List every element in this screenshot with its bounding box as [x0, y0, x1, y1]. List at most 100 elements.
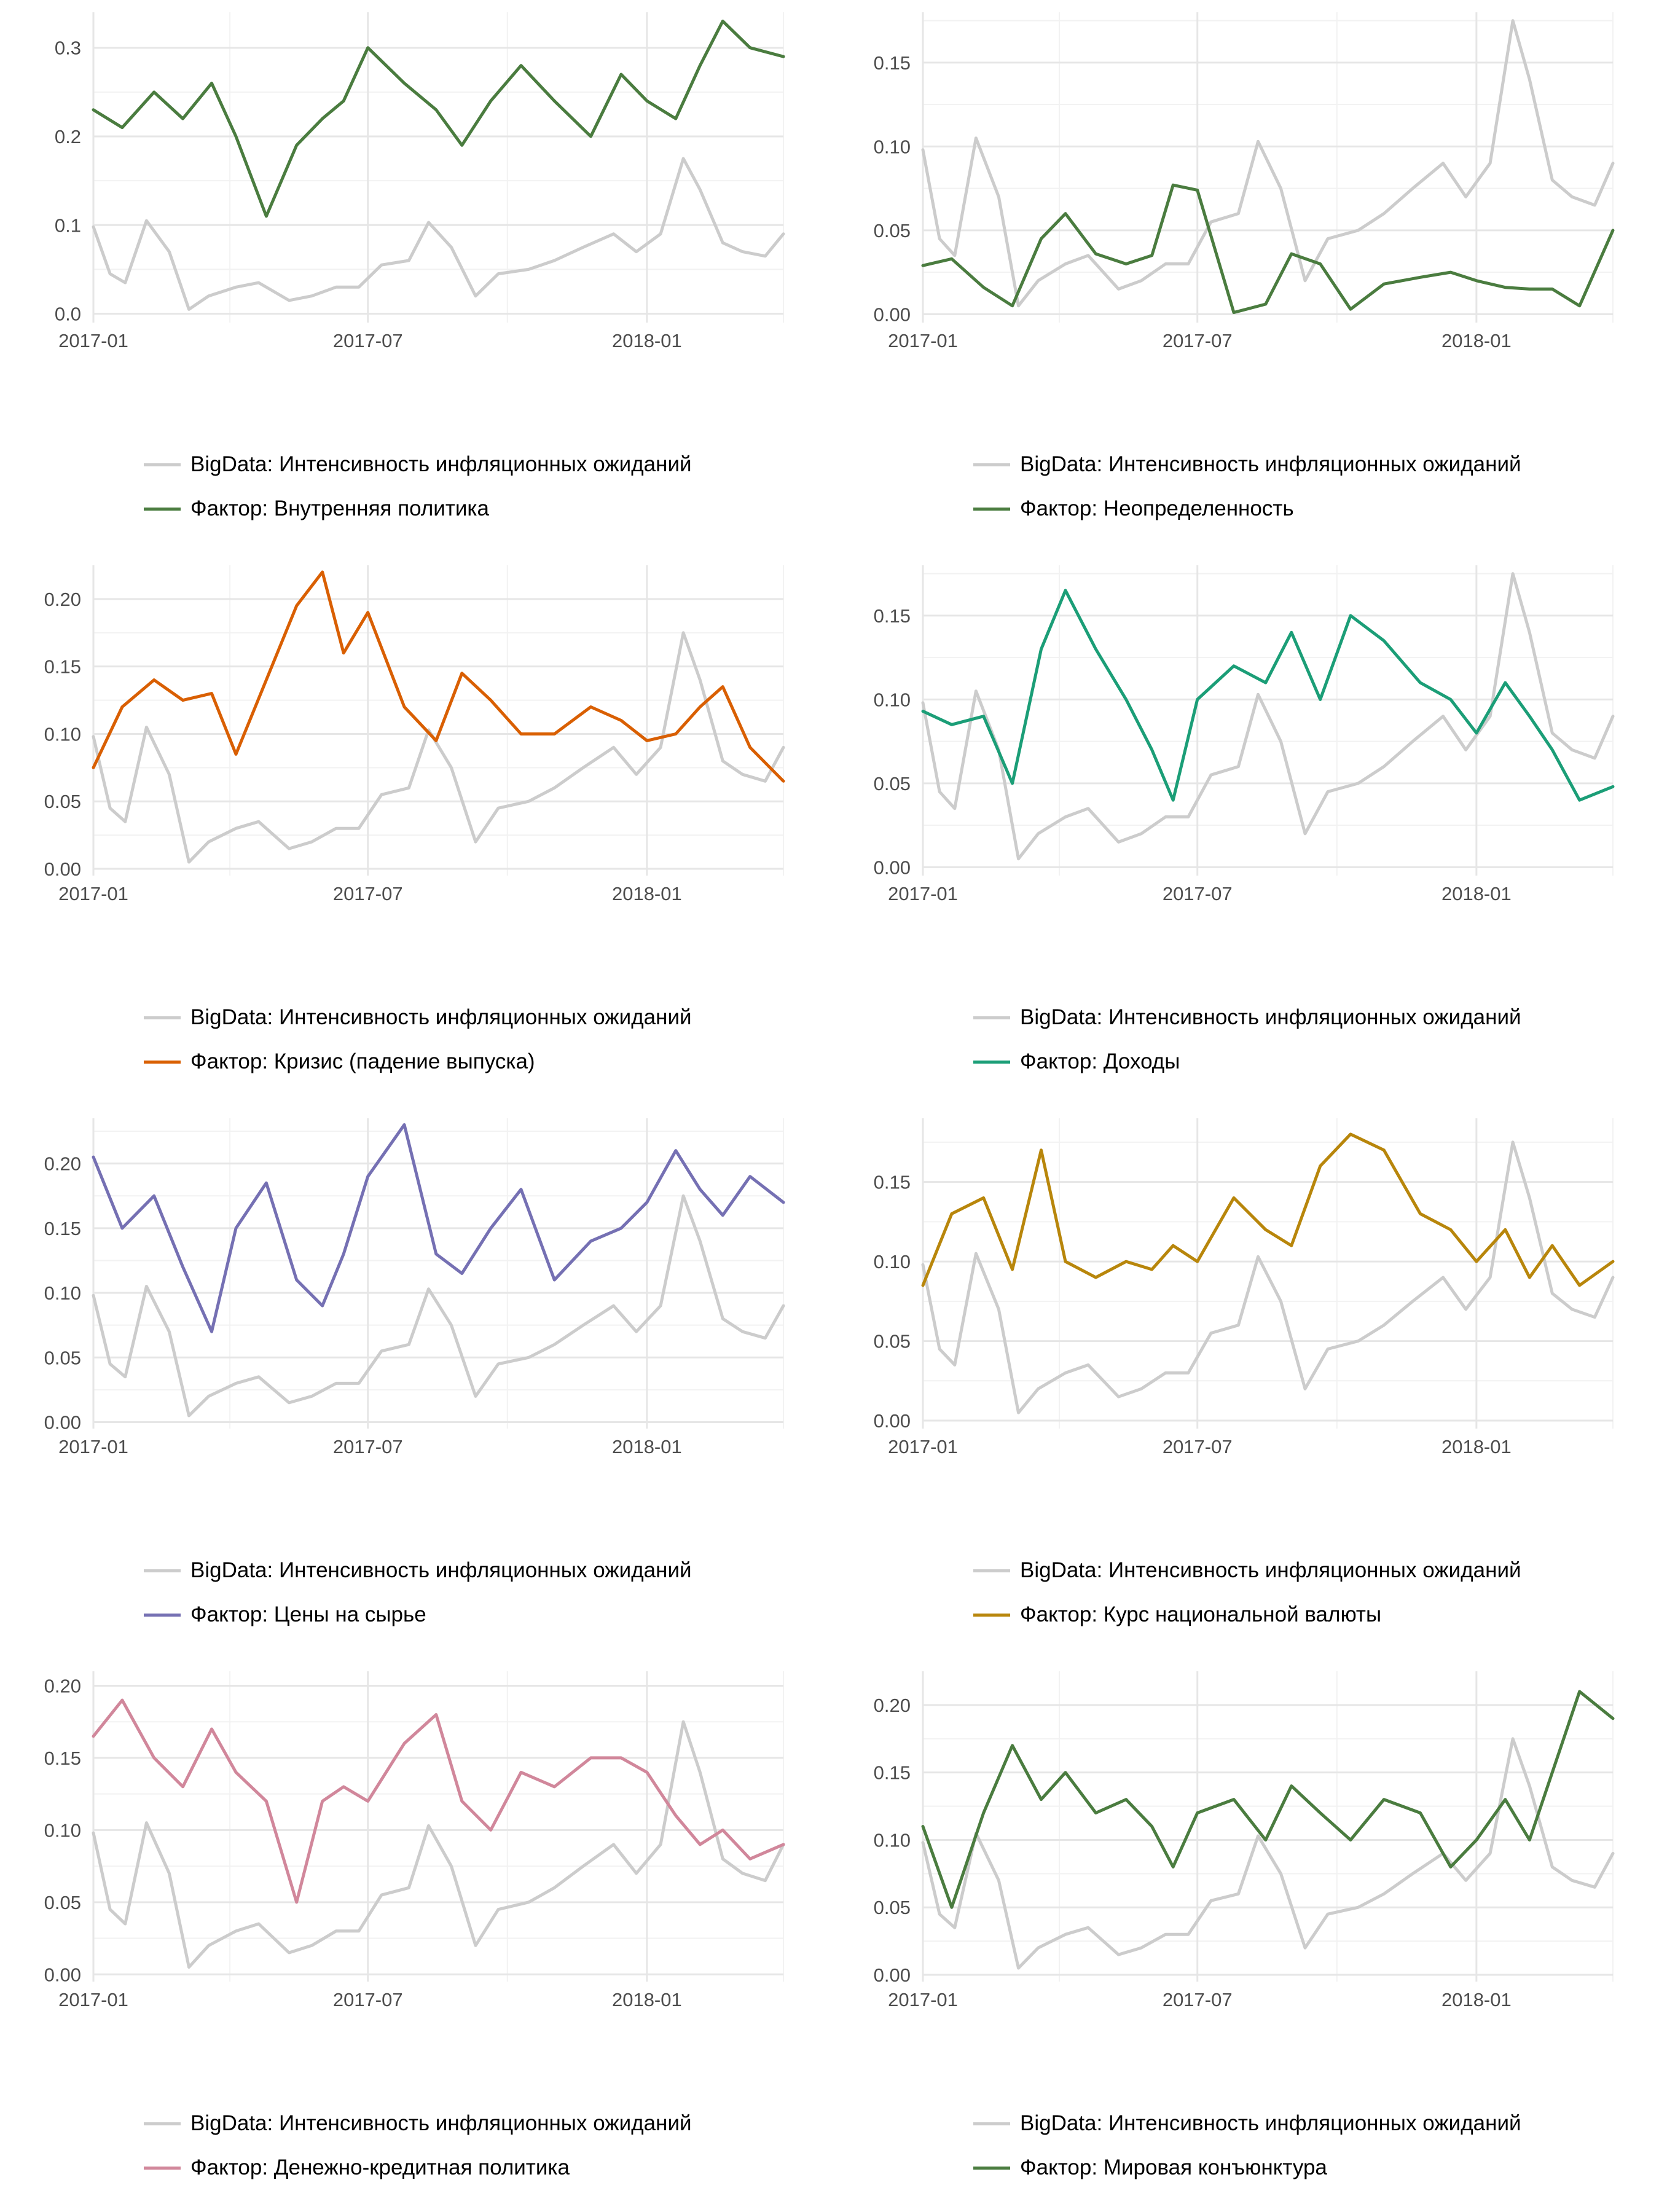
y-tick-label: 0.10 [874, 136, 911, 157]
series-line-factor [921, 1690, 1615, 1909]
y-tick-label: 0.20 [874, 1695, 911, 1716]
x-tick-label: 2017-01 [888, 1989, 958, 2010]
legend-label-base-6: BigData: Интенсивность инфляционных ожид… [1020, 1558, 1521, 1582]
grid [92, 1671, 784, 1982]
grid [922, 1118, 1614, 1429]
x-tick-label: 2018-01 [1441, 1989, 1512, 2010]
x-tick-label: 2017-01 [888, 883, 958, 904]
legend-key-factor-6 [973, 1613, 1010, 1617]
chart-plot-7: 0.00 0.05 0.10 0.15 0.20 2017-01 2017-07 2018-0… [44, 1671, 785, 2010]
series-line-base [921, 1737, 1615, 1970]
y-tick-label: 0.05 [874, 220, 911, 241]
grid [922, 1671, 1614, 1982]
chart-panel-7: 0.00 0.05 0.10 0.15 0.20 2017-01 2017-07 2018-0… [0, 1659, 830, 2212]
y-tick-label: 0.15 [874, 52, 911, 74]
x-tick-label: 2018-01 [612, 1436, 682, 1457]
chart-legend-5: BigData: Интенсивность инфляционных ожид… [144, 1548, 692, 1637]
chart-plot-6: 0.00 0.05 0.10 0.15 2017-01 2017-07 2018-01 [874, 1118, 1615, 1457]
y-tick-label: 0.15 [44, 1218, 81, 1239]
legend-key-factor-8 [973, 2166, 1010, 2170]
legend-label-base-1: BigData: Интенсивность инфляционных ожид… [190, 452, 692, 476]
series-line-factor [921, 183, 1615, 315]
legend-key-base-7 [144, 2122, 181, 2125]
y-tick-label: 0.10 [874, 689, 911, 710]
y-tick-label: 0.15 [44, 656, 81, 678]
x-tick-label: 2017-07 [1163, 1989, 1233, 2010]
x-tick-label: 2018-01 [612, 883, 682, 904]
legend-label-base-4: BigData: Интенсивность инфляционных ожид… [1020, 1005, 1521, 1029]
series-line-factor [92, 19, 785, 218]
grid [92, 565, 784, 876]
legend-key-base-4 [973, 1016, 1010, 1019]
grid [92, 1118, 784, 1429]
series-line-factor [921, 589, 1615, 802]
chart-panel-4: 0.00 0.05 0.10 0.15 2017-01 2017-07 2018-01 Bi… [830, 553, 1659, 1106]
x-tick-label: 2018-01 [612, 1989, 682, 2010]
x-tick-label: 2017-01 [888, 330, 958, 351]
y-tick-label: 0.15 [44, 1747, 81, 1769]
grid [922, 12, 1614, 323]
chart-panel-2: 0.00 0.05 0.10 0.15 2017-01 2017-07 2018-01 Bi… [830, 0, 1659, 553]
legend-label-base-3: BigData: Интенсивность инфляционных ожид… [190, 1005, 692, 1029]
y-tick-label: 0.05 [44, 1892, 81, 1913]
legend-label-factor-1: Фактор: Внутренняя политика [190, 496, 489, 520]
legend-key-base-5 [144, 1569, 181, 1572]
legend-label-factor-7: Фактор: Денежно-кредитная политика [190, 2155, 570, 2179]
x-tick-label: 2017-07 [333, 883, 403, 904]
legend-key-base-1 [144, 463, 181, 466]
chart-plot-2: 0.00 0.05 0.10 0.15 2017-01 2017-07 2018-01 [874, 12, 1615, 351]
x-tick-label: 2018-01 [612, 330, 682, 351]
x-tick-label: 2017-07 [1163, 883, 1233, 904]
x-tick-label: 2017-07 [1163, 330, 1233, 351]
y-tick-label: 0.00 [874, 1410, 911, 1432]
legend-label-factor-5: Фактор: Цены на сырье [190, 1602, 426, 1626]
series-line-factor [921, 1132, 1615, 1287]
series-line-base [921, 572, 1615, 861]
legend-label-factor-3: Фактор: Кризис (падение выпуска) [190, 1049, 535, 1073]
y-tick-label: 0.05 [874, 1331, 911, 1352]
legend-key-factor-7 [144, 2166, 181, 2170]
legend-item-base-1: BigData: Интенсивность инфляционных ожид… [144, 442, 692, 487]
y-tick-label: 0.10 [44, 1819, 81, 1841]
chart-legend-2: BigData: Интенсивность инфляционных ожид… [973, 442, 1521, 531]
x-tick-label: 2018-01 [1441, 1436, 1512, 1457]
series-line-base [921, 19, 1615, 308]
x-tick-label: 2017-01 [58, 1436, 128, 1457]
series-line-base [92, 1720, 785, 1969]
y-tick-label: 0.00 [874, 857, 911, 878]
legend-item-factor-1: Фактор: Внутренняя политика [144, 487, 692, 531]
chart-legend-8: BigData: Интенсивность инфляционных ожид… [973, 2101, 1521, 2190]
chart-panel-1: 0.0 0.1 0.2 0.3 2017-01 2017-07 2018-01 BigDat… [0, 0, 830, 553]
y-tick-label: 0.10 [44, 723, 81, 745]
legend-item-factor-4: Фактор: Доходы [973, 1040, 1521, 1084]
legend-item-base-5: BigData: Интенсивность инфляционных ожид… [144, 1548, 692, 1593]
x-tick-label: 2017-07 [1163, 1436, 1233, 1457]
y-tick-label: 0.05 [874, 773, 911, 794]
legend-key-base-2 [973, 463, 1010, 466]
y-tick-label: 0.15 [874, 605, 911, 627]
legend-item-factor-3: Фактор: Кризис (падение выпуска) [144, 1040, 692, 1084]
x-tick-label: 2017-07 [333, 330, 403, 351]
y-tick-label: 0.10 [874, 1251, 911, 1273]
y-tick-label: 0.3 [55, 37, 81, 59]
y-tick-label: 0.2 [55, 126, 81, 147]
x-tick-label: 2017-07 [333, 1436, 403, 1457]
legend-key-factor-4 [973, 1060, 1010, 1064]
y-tick-label: 0.00 [44, 1411, 81, 1433]
legend-item-factor-5: Фактор: Цены на сырье [144, 1593, 692, 1637]
y-tick-label: 0.10 [874, 1829, 911, 1851]
y-tick-label: 0.00 [874, 304, 911, 325]
x-tick-label: 2017-07 [333, 1989, 403, 2010]
legend-key-factor-3 [144, 1060, 181, 1064]
x-tick-label: 2017-01 [58, 1989, 128, 2010]
chart-legend-6: BigData: Интенсивность инфляционных ожид… [973, 1548, 1521, 1637]
legend-item-factor-6: Фактор: Курс национальной валюты [973, 1593, 1521, 1637]
y-tick-label: 0.15 [874, 1172, 911, 1193]
x-tick-label: 2018-01 [1441, 883, 1512, 904]
legend-item-factor-2: Фактор: Неопределенность [973, 487, 1521, 531]
legend-key-factor-5 [144, 1613, 181, 1617]
series-line-factor [92, 1698, 785, 1904]
y-tick-label: 0.05 [44, 791, 81, 812]
series-line-base [92, 1194, 785, 1418]
legend-item-factor-7: Фактор: Денежно-кредитная политика [144, 2146, 692, 2190]
